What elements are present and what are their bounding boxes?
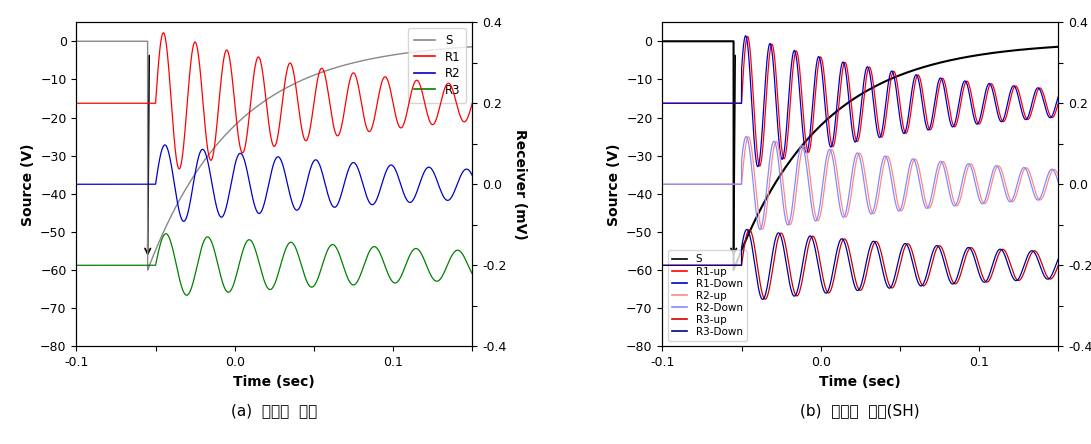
Legend: S, R1-up, R1-Down, R2-up, R2-Down, R3-up, R3-Down: S, R1-up, R1-Down, R2-up, R2-Down, R3-up… (668, 250, 747, 341)
Y-axis label: Source (V): Source (V) (21, 143, 35, 226)
X-axis label: Time (sec): Time (sec) (819, 375, 901, 388)
Legend: S, R1, R2, R3: S, R1, R2, R3 (408, 28, 466, 103)
Y-axis label: Source (V): Source (V) (607, 143, 621, 226)
Y-axis label: Receiver (mV): Receiver (mV) (513, 129, 527, 240)
Text: (b)  전단파  신호(SH): (b) 전단파 신호(SH) (801, 403, 920, 418)
X-axis label: Time (sec): Time (sec) (233, 375, 315, 388)
Text: (a)  압축파  신호: (a) 압축파 신호 (231, 403, 317, 418)
